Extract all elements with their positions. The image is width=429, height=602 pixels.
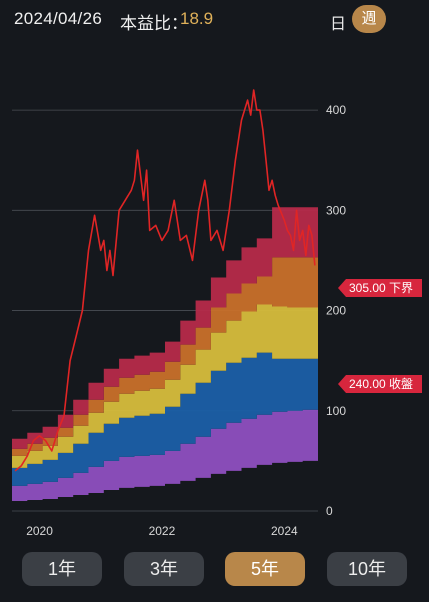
range-1y-button[interactable]: 1年 <box>22 552 102 586</box>
y-tick-label-100: 100 <box>326 404 346 418</box>
value-tag-1: 305.00 下界 <box>338 279 422 297</box>
pe-band-2 <box>12 352 318 486</box>
y-tick-label-200: 200 <box>326 304 346 318</box>
range-3y-button[interactable]: 3年 <box>124 552 204 586</box>
band-layer <box>12 207 318 501</box>
y-tick-label-300: 300 <box>326 203 346 217</box>
date-label: 2024/04/26 <box>14 9 103 28</box>
pe-label: 本益比： <box>120 14 188 33</box>
range-10y-button[interactable]: 10年 <box>327 552 407 586</box>
value-tag-2: 240.00 收盤 <box>338 375 422 393</box>
x-tick-label-2022: 2022 <box>149 524 176 538</box>
tag-layer: 305.00 下界 240.00 收盤 <box>338 279 422 393</box>
period-week-toggle[interactable]: 週 <box>352 5 386 33</box>
value-tag-label-2: 240.00 收盤 <box>349 377 413 391</box>
x-tick-layer: 2020 2022 2024 <box>26 524 298 538</box>
pe-value: 18.9 <box>180 9 214 28</box>
range-selector: 1年 3年 5年 10年 <box>0 548 429 592</box>
y-tick-label-400: 400 <box>326 103 346 117</box>
pe-band-1 <box>12 409 318 501</box>
range-5y-button[interactable]: 5年 <box>225 552 305 586</box>
y-tick-label-0: 0 <box>326 504 333 518</box>
x-tick-label-2024: 2024 <box>271 524 298 538</box>
pe-band-5 <box>12 207 318 449</box>
y-tick-layer: 0 100 200 300 400 <box>326 103 346 518</box>
price-line <box>14 89 316 472</box>
price-layer <box>14 89 316 472</box>
pe-band-chart: 0 100 200 300 400 2020 2022 2024 305.00 下界 240.… <box>12 89 422 538</box>
period-day-toggle[interactable]: 日 <box>330 16 347 33</box>
header: 2024/04/26 本益比： 18.9 日 週 <box>0 0 429 40</box>
x-tick-label-2020: 2020 <box>26 524 53 538</box>
value-tag-label-1: 305.00 下界 <box>349 281 413 295</box>
